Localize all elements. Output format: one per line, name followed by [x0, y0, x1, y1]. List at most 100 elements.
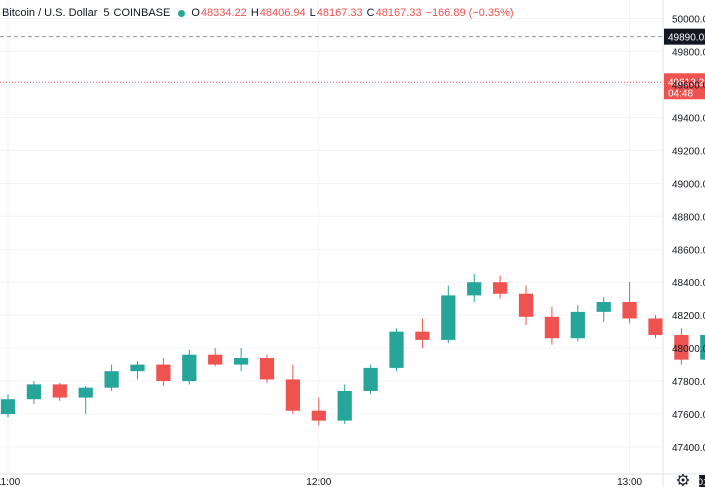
candle-body	[52, 384, 67, 398]
y-tick-label: 49400.00	[672, 113, 705, 124]
y-tick-label: 48800.00	[672, 212, 705, 223]
gear-tooth	[678, 482, 681, 485]
candle[interactable]	[648, 315, 663, 339]
candle[interactable]	[233, 348, 249, 372]
candle[interactable]	[622, 282, 637, 324]
candle-body	[492, 282, 508, 294]
candle-body	[285, 379, 301, 411]
candle[interactable]	[441, 285, 456, 344]
interval-label[interactable]: 5	[103, 7, 110, 19]
last-price-label-bg	[664, 73, 705, 100]
market-status-dot-icon	[178, 9, 186, 17]
candle[interactable]	[544, 306, 560, 345]
y-tick-label: 48200.00	[672, 311, 705, 322]
y-tick-label: 49200.00	[672, 146, 705, 157]
candle-body	[622, 301, 637, 319]
candle-body	[311, 410, 326, 421]
candle[interactable]	[311, 397, 326, 426]
candle[interactable]	[104, 364, 119, 391]
candle-body	[518, 293, 534, 317]
close-value: 48167.33	[375, 7, 422, 19]
settings-gear-icon[interactable]	[677, 474, 689, 486]
candle-body	[0, 399, 16, 415]
candle[interactable]	[337, 384, 352, 424]
candle-body	[208, 354, 223, 365]
candle[interactable]	[52, 382, 67, 401]
gear-tooth	[685, 475, 688, 478]
high-label: H	[250, 7, 259, 19]
candle[interactable]	[182, 349, 197, 385]
low-label: L	[309, 7, 316, 19]
gear-tooth	[678, 475, 681, 478]
candle[interactable]	[0, 394, 16, 418]
candle[interactable]	[674, 328, 689, 365]
candle[interactable]	[285, 364, 301, 415]
candle-body	[700, 334, 705, 360]
x-tick-label: 13:00	[617, 477, 642, 487]
candle-body	[156, 364, 171, 382]
candle[interactable]	[363, 364, 378, 395]
candle-body	[389, 331, 404, 368]
candle[interactable]	[78, 386, 93, 415]
x-tick-label: 11:00	[0, 477, 21, 487]
open-label: O	[191, 7, 200, 19]
last-price-label: 49613.26	[668, 77, 705, 88]
x-tick-label: 12:00	[306, 477, 331, 487]
candle-body	[26, 384, 42, 400]
candle[interactable]	[596, 297, 611, 322]
candle-body	[570, 311, 585, 339]
candle-body	[415, 331, 430, 340]
candle[interactable]	[492, 275, 508, 299]
candle[interactable]	[156, 358, 171, 387]
candle[interactable]	[467, 273, 482, 302]
candle[interactable]	[130, 361, 145, 380]
y-tick-label: 49600.00	[672, 80, 705, 91]
y-tick-label: 47400.00	[672, 443, 705, 454]
y-tick-label: 49800.00	[672, 48, 705, 59]
candle-body	[182, 354, 197, 382]
candle[interactable]	[208, 348, 223, 367]
symbol-title[interactable]: Bitcoin / U.S. Dollar	[2, 7, 98, 19]
candle[interactable]	[389, 328, 404, 372]
candles-layer[interactable]	[0, 43, 705, 427]
crosshair-price-label-bg	[664, 28, 705, 45]
gear-hub	[681, 478, 685, 482]
y-tick-label: 47800.00	[672, 377, 705, 388]
candle[interactable]	[570, 305, 585, 342]
change-value: −166.89 (−0.35%)	[425, 7, 514, 19]
candle[interactable]	[259, 354, 275, 383]
candle-body	[648, 318, 663, 335]
candle-body	[441, 295, 456, 340]
close-label: C	[366, 7, 375, 19]
candle[interactable]	[700, 332, 705, 365]
candle-body	[467, 282, 482, 296]
crosshair-time-label-bg	[699, 475, 705, 487]
candle-body	[130, 364, 145, 372]
candle-body	[363, 367, 378, 391]
y-tick-label: 50000.00	[672, 15, 705, 26]
candle[interactable]	[518, 285, 534, 326]
exchange-label: COINBASE	[113, 7, 171, 19]
y-tick-label: 48400.00	[672, 278, 705, 289]
y-tick-label: 47600.00	[672, 410, 705, 421]
candle-body	[674, 334, 689, 360]
candle-body	[596, 301, 611, 312]
y-tick-label: 49000.00	[672, 179, 705, 190]
candle-body	[104, 371, 119, 388]
candle-body	[259, 358, 275, 380]
candle[interactable]	[26, 381, 42, 405]
grid-lines	[0, 0, 663, 474]
crosshair-price-label: 49890.03	[668, 33, 705, 44]
countdown-label: 04:48	[668, 88, 693, 99]
y-tick-label: 48600.00	[672, 245, 705, 256]
crosshair-time-label: 01 Mar '21 13:20	[698, 477, 705, 487]
gear-tooth	[685, 482, 688, 485]
candle-body	[337, 390, 352, 421]
candle-body	[78, 387, 93, 398]
candle[interactable]	[415, 318, 430, 349]
candle-body	[544, 316, 560, 339]
high-value: 48406.94	[259, 7, 306, 19]
